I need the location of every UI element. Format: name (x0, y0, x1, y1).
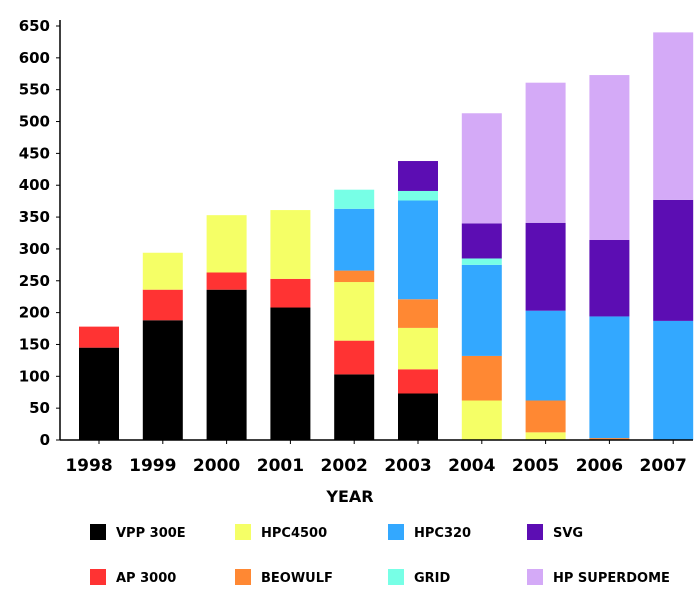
legend-swatch-hpc320 (388, 524, 404, 540)
x-tick-label: 2002 (321, 456, 368, 476)
bar-hpc4500-2004 (461, 400, 502, 440)
x-tick-label: 2000 (193, 456, 240, 476)
y-tick-label: 450 (19, 144, 50, 162)
bar-ap-3000-1999 (142, 289, 183, 321)
bar-grid-2003 (398, 190, 438, 201)
bar-svg-2003 (398, 161, 438, 191)
bar-grid-2002 (334, 189, 375, 209)
x-tick-label: 2001 (257, 456, 304, 476)
bar-vpp-300e-1998 (79, 347, 119, 440)
legend-label-ap-3000: AP 3000 (116, 571, 176, 586)
bar-hp-superdome-2004 (461, 113, 502, 224)
legend-swatch-hpc4500 (235, 524, 251, 540)
y-tick-label: 0 (40, 431, 50, 449)
bar-svg-2007 (653, 199, 694, 321)
x-tick-label: 2006 (576, 456, 623, 476)
legend-swatch-vpp-300e (90, 524, 106, 540)
bar-hp-superdome-2006 (589, 75, 630, 241)
y-axis-ticks: 0 50 100 150 200 250 300 350 400 450 500 550 600 650 (19, 17, 60, 449)
legend-label-hp-superdome: HP SUPERDOME (553, 571, 670, 586)
y-tick-label: 500 (19, 113, 50, 131)
bar-vpp-300e-2002 (334, 374, 375, 440)
bar-hpc320-2005 (525, 310, 566, 401)
bar-ap-3000-2002 (334, 340, 375, 375)
legend-label-svg: SVG (553, 526, 583, 541)
bar-hpc4500-2005 (525, 432, 566, 440)
bars (79, 32, 694, 440)
bar-vpp-300e-2003 (398, 393, 438, 440)
legend-label-vpp-300e: VPP 300E (116, 526, 186, 541)
y-tick-label: 300 (19, 240, 50, 258)
bar-grid-2004 (461, 258, 502, 265)
bar-hpc320-2004 (461, 264, 502, 356)
y-tick-label: 550 (19, 81, 50, 99)
bar-hpc320-2002 (334, 208, 375, 271)
legend-label-hpc320: HPC320 (414, 526, 471, 541)
legend: VPP 300E HPC4500 HPC320 SVG AP 3000 BEOWULF GR… (90, 524, 670, 586)
bar-vpp-300e-2000 (206, 289, 247, 440)
legend-swatch-hp-superdome (527, 569, 543, 585)
bar-hp-superdome-2007 (653, 32, 694, 200)
legend-swatch-svg (527, 524, 543, 540)
bar-vpp-300e-2001 (270, 307, 311, 440)
legend-swatch-ap-3000 (90, 569, 106, 585)
legend-label-beowulf: BEOWULF (261, 571, 333, 586)
bar-hpc4500-2003 (398, 327, 438, 370)
bar-hpc320-2007 (653, 320, 694, 440)
x-tick-label: 2004 (448, 456, 495, 476)
x-tick-label: 2005 (512, 456, 559, 476)
bar-ap-3000-2000 (206, 272, 247, 290)
bar-ap-3000-1998 (79, 326, 119, 348)
x-tick-label: 2007 (640, 456, 687, 476)
bar-hpc4500-2002 (334, 282, 375, 341)
bar-beowulf-2002 (334, 270, 375, 283)
bar-ap-3000-2003 (398, 369, 438, 394)
y-tick-label: 50 (29, 399, 50, 417)
y-tick-label: 350 (19, 208, 50, 226)
y-tick-label: 150 (19, 335, 50, 353)
bar-svg-2004 (461, 223, 502, 259)
y-tick-label: 600 (19, 49, 50, 67)
x-tick-label: 1999 (129, 456, 176, 476)
bar-hpc320-2003 (398, 200, 438, 300)
bar-hp-superdome-2005 (525, 82, 566, 223)
bar-beowulf-2003 (398, 299, 438, 328)
x-axis-label: YEAR (325, 487, 373, 506)
bar-hpc4500-1999 (142, 252, 183, 290)
x-tick-label: 2003 (384, 456, 431, 476)
bar-ap-3000-2001 (270, 278, 311, 308)
x-tick-label: 1998 (65, 456, 112, 476)
bar-vpp-300e-1999 (142, 320, 183, 440)
legend-label-hpc4500: HPC4500 (261, 526, 327, 541)
bar-hpc4500-2000 (206, 215, 247, 273)
x-axis-ticks: 1998 1999 2000 2001 2002 2003 2004 2005 2006 2007 (65, 440, 687, 476)
y-tick-label: 100 (19, 367, 50, 385)
bar-beowulf-2005 (525, 400, 566, 433)
bar-hpc320-2006 (589, 316, 630, 439)
bar-beowulf-2006 (589, 438, 630, 440)
legend-label-grid: GRID (414, 571, 451, 586)
y-tick-label: 650 (19, 17, 50, 35)
y-tick-label: 400 (19, 176, 50, 194)
legend-swatch-grid (388, 569, 404, 585)
legend-swatch-beowulf (235, 569, 251, 585)
bar-beowulf-2004 (461, 355, 502, 401)
bar-svg-2006 (589, 240, 630, 317)
bar-hpc4500-2001 (270, 210, 311, 279)
y-tick-label: 250 (19, 272, 50, 290)
bar-svg-2005 (525, 222, 566, 311)
y-tick-label: 200 (19, 304, 50, 322)
